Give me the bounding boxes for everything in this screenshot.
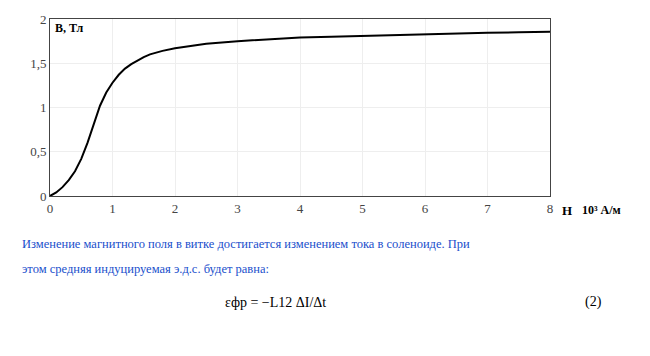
svg-text:Изменение магнитного поля в ви: Изменение магнитного поля в витке достиг…	[22, 237, 470, 251]
svg-text:2: 2	[172, 201, 179, 216]
svg-text:4: 4	[297, 201, 304, 216]
svg-text:7: 7	[484, 201, 491, 216]
svg-text:1,5: 1,5	[30, 56, 46, 71]
svg-text:εфр = −L12 ΔI/Δt: εфр = −L12 ΔI/Δt	[225, 295, 326, 310]
svg-text:2: 2	[40, 12, 47, 27]
svg-text:6: 6	[422, 201, 429, 216]
svg-text:B, Тл: B, Тл	[55, 21, 83, 35]
svg-text:0: 0	[40, 189, 47, 204]
svg-text:5: 5	[359, 201, 366, 216]
svg-text:10³ А/м: 10³ А/м	[582, 203, 621, 217]
svg-text:H: H	[562, 203, 572, 218]
svg-text:3: 3	[234, 201, 241, 216]
svg-text:1: 1	[109, 201, 116, 216]
svg-text:1: 1	[40, 100, 47, 115]
svg-text:этом средняя индуцируемая э.д.: этом средняя индуцируемая э.д.с. будет р…	[22, 262, 269, 276]
svg-text:0: 0	[47, 201, 54, 216]
svg-text:8: 8	[547, 201, 554, 216]
svg-text:0,5: 0,5	[30, 144, 46, 159]
svg-text:(2): (2)	[585, 294, 602, 310]
